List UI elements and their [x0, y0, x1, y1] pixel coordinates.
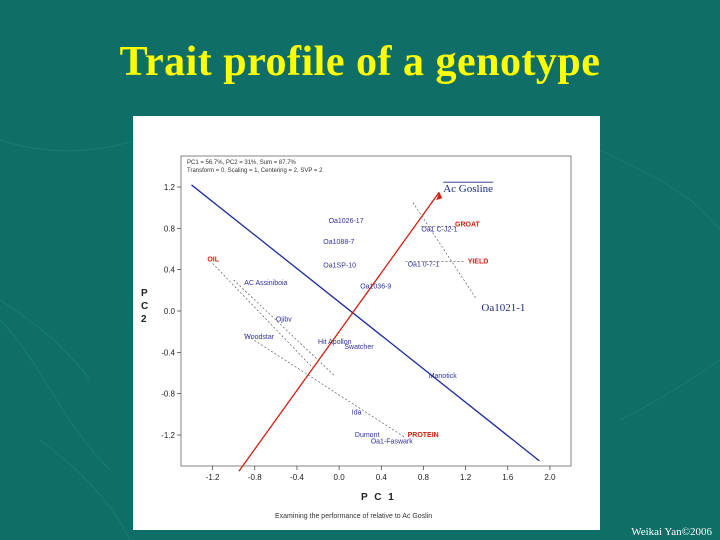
genotype-label: Oa1021-1 — [481, 302, 525, 314]
y-tick-label: -1.2 — [161, 431, 175, 440]
x-tick-label: 0.0 — [334, 473, 346, 482]
genotype-label: Swatcher — [344, 344, 374, 351]
genotype-label: AC Assiniboia — [244, 280, 287, 287]
x-tick-label: 1.6 — [502, 473, 514, 482]
svg-text:P: P — [141, 288, 150, 299]
biplot-panel: PC1 = 56.7%, PC2 = 31%, Sum = 87.7% Tran… — [133, 116, 600, 530]
x-tick-label: 0.8 — [418, 473, 430, 482]
trait-axis-arrowhead — [436, 192, 443, 201]
trait-label: YIELD — [468, 258, 489, 265]
x-axis-title: P C 1 — [361, 492, 396, 503]
point-labels: Oa1026-17 Oa1088-7 Oa1SP-10 AC Assiniboia Oa… — [207, 181, 525, 445]
y-tick-label: 0.4 — [164, 266, 176, 275]
projection-line — [212, 263, 313, 369]
genotype-label: Oa1 C-J2-1 — [421, 226, 457, 233]
genotype-label: Oa1036-9 — [360, 283, 391, 290]
chart-info-line2: Transform = 0, Scaling = 1, Centering = … — [187, 168, 323, 174]
trait-label: PROTEIN — [408, 432, 439, 439]
copyright-text: Weikai Yan©2006 — [631, 526, 712, 538]
genotype-label: Woodstar — [244, 334, 274, 341]
genotype-label: Hit Apollon — [318, 339, 352, 346]
genotype-label: Oa1088-7 — [323, 239, 354, 246]
genotype-label: Dumont — [355, 432, 380, 439]
svg-text:2: 2 — [141, 314, 149, 325]
y-axis-title: P C 2 — [141, 288, 150, 325]
y-tick-label: -0.8 — [161, 390, 175, 399]
genotype-label: Ojibv — [276, 316, 292, 323]
x-tick-label: 0.4 — [376, 473, 388, 482]
x-tick-label: -0.4 — [290, 473, 304, 482]
trait-axis-line — [238, 191, 440, 472]
y-tick-label: 0.0 — [164, 307, 176, 316]
trait-label: OIL — [207, 256, 219, 263]
genotype-label: Oa1 0-7-1 — [408, 262, 440, 269]
slide-title: Trait profile of a genotype — [119, 39, 601, 85]
trait-label: GROAT — [455, 221, 480, 228]
ggebiplot-chart: PC1 = 56.7%, PC2 = 31%, Sum = 87.7% Tran… — [141, 155, 572, 520]
x-tick-label: 1.2 — [460, 473, 472, 482]
genotype-label: Manotick — [429, 373, 458, 380]
reference-genotype-label: Ac Gosline — [443, 183, 493, 195]
genotype-label: Oa1026-17 — [329, 218, 364, 225]
y-tick-label: 1.2 — [164, 183, 176, 192]
chart-info-line1: PC1 = 56.7%, PC2 = 31%, Sum = 87.7% — [187, 160, 297, 166]
projection-line — [412, 202, 477, 299]
genotype-label: Oa1-Faswark — [371, 438, 414, 445]
projection-line — [233, 279, 335, 376]
genotype-label: Oa1SP-10 — [323, 263, 356, 270]
x-tick-label: 2.0 — [544, 473, 556, 482]
x-tick-label: -1.2 — [206, 473, 220, 482]
x-tick-label: -0.8 — [248, 473, 262, 482]
chart-caption: Examining the performance of relative to… — [275, 513, 432, 520]
axis-lines — [191, 184, 540, 472]
genotype-axis-line — [191, 184, 540, 462]
y-tick-label: 0.8 — [164, 224, 176, 233]
axis-ticks: -1.2 -0.8 -0.4 0.0 0.4 0.8 1.2 1.6 2.0 1.2 0.8 0.4 0… — [161, 183, 556, 482]
svg-text:C: C — [141, 301, 150, 312]
y-tick-label: -0.4 — [161, 348, 175, 357]
projection-line — [244, 333, 405, 438]
genotype-label: Ida — [352, 409, 362, 416]
